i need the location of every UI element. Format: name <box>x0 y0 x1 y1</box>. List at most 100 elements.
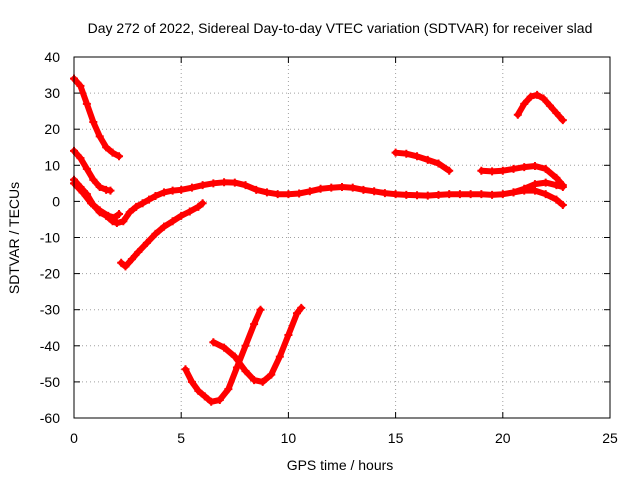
data-point <box>115 210 124 219</box>
data-point <box>194 386 203 395</box>
data-point <box>89 117 98 126</box>
y-tick-label: -40 <box>40 338 60 354</box>
data-point <box>241 341 250 350</box>
data-point <box>132 202 141 211</box>
y-tick-label: 30 <box>44 85 60 101</box>
data-point <box>142 238 151 247</box>
data-point <box>198 199 207 208</box>
data-point <box>513 110 522 119</box>
data-point <box>262 188 271 197</box>
data-point <box>82 164 91 173</box>
data-point <box>95 206 104 215</box>
data-point <box>402 190 411 199</box>
y-axis-label: SDTVAR / TECUs <box>6 182 22 294</box>
data-point <box>115 152 124 161</box>
data-point <box>185 207 194 216</box>
data-point <box>108 148 117 157</box>
data-point <box>121 262 130 271</box>
data-point <box>477 166 486 175</box>
data-point <box>545 101 554 110</box>
data-point <box>258 377 267 386</box>
data-point <box>552 195 561 204</box>
data-point <box>200 392 209 401</box>
data-point <box>558 116 567 125</box>
data-point <box>370 187 379 196</box>
y-tick-label: -30 <box>40 302 60 318</box>
data-point <box>194 202 203 211</box>
data-point <box>177 185 186 194</box>
data-point <box>434 190 443 199</box>
data-point <box>78 188 87 197</box>
x-tick-label: 5 <box>177 430 185 446</box>
data-point <box>488 190 497 199</box>
data-point <box>76 81 85 90</box>
data-point <box>292 309 301 318</box>
data-point <box>445 166 454 175</box>
data-point <box>241 181 250 190</box>
data-point <box>477 190 486 199</box>
grid <box>74 57 610 418</box>
data-point <box>541 190 550 199</box>
data-point <box>391 190 400 199</box>
data-point <box>327 183 336 192</box>
data-point <box>498 166 507 175</box>
data-point <box>209 179 218 188</box>
data-point <box>539 94 548 103</box>
data-point <box>295 189 304 198</box>
data-point <box>138 199 147 208</box>
data-point <box>95 132 104 141</box>
y-tick-label: 40 <box>44 49 60 65</box>
data-point <box>275 352 284 361</box>
data-point <box>526 92 535 101</box>
axis-ticks: 0 5 10 15 20 25 -60 -50 -40 -30 -20 -10 0 10 20 30 40 <box>40 49 618 446</box>
data-point <box>224 385 233 394</box>
data-point <box>177 211 186 220</box>
data-point <box>380 189 389 198</box>
data-point <box>520 99 529 108</box>
series-line <box>182 306 264 405</box>
data-point <box>530 186 539 195</box>
data-point <box>541 178 550 187</box>
data-point <box>110 213 119 222</box>
data-point <box>215 395 224 404</box>
x-tick-label: 10 <box>281 430 297 446</box>
y-tick-label: 10 <box>44 157 60 173</box>
data-point <box>520 186 529 195</box>
x-tick-label: 0 <box>70 430 78 446</box>
data-point <box>273 190 282 199</box>
series-line <box>71 75 122 160</box>
data-point <box>488 167 497 176</box>
data-point <box>181 365 190 374</box>
data-point <box>541 164 550 173</box>
data-point <box>160 222 169 231</box>
data-point <box>498 190 507 199</box>
y-tick-label: -60 <box>40 410 60 426</box>
data-point <box>230 178 239 187</box>
x-tick-label: 15 <box>388 430 404 446</box>
data-point <box>160 188 169 197</box>
data-point <box>76 154 85 163</box>
data-point <box>423 191 432 200</box>
data-point <box>455 190 464 199</box>
y-tick-label: -10 <box>40 230 60 246</box>
data-point <box>198 181 207 190</box>
data-point <box>316 184 325 193</box>
data-point <box>509 164 518 173</box>
x-axis-label: GPS time / hours <box>287 457 394 473</box>
data-point <box>520 163 529 172</box>
data-point <box>402 149 411 158</box>
data-point <box>250 376 259 385</box>
data-point <box>151 191 160 200</box>
data-point <box>434 159 443 168</box>
data-point <box>250 320 259 329</box>
data-point <box>552 173 561 182</box>
data-point <box>106 186 115 195</box>
data-point <box>104 211 113 220</box>
data-point <box>102 143 111 152</box>
data-point <box>119 217 128 226</box>
data-point <box>187 377 196 386</box>
data-point <box>134 247 143 256</box>
chart-title: Day 272 of 2022, Sidereal Day-to-day VTE… <box>88 20 593 36</box>
data-point <box>509 188 518 197</box>
